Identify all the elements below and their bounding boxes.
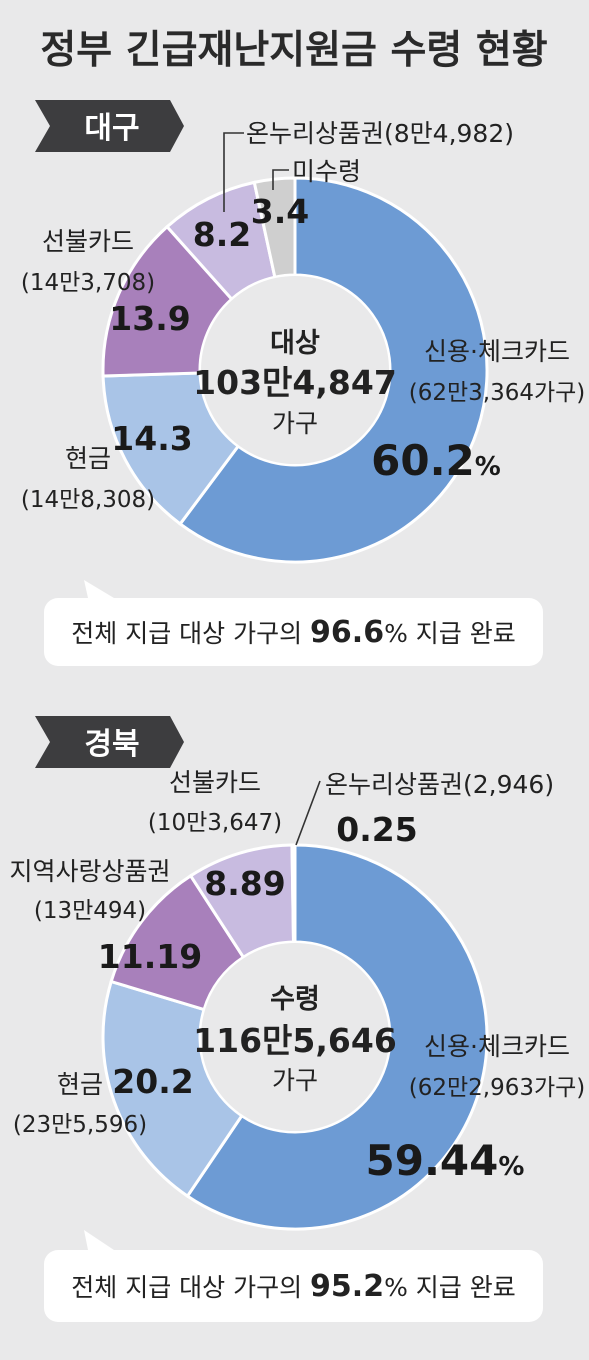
slice-count-label: (10만3,647): [148, 810, 282, 836]
completion-note: 전체 지급 대상 가구의 96.6% 지급 완료: [71, 615, 515, 650]
slice-value-label: 8.89: [204, 864, 285, 903]
region-tab: [35, 100, 184, 152]
slice-count-label: (13만494): [34, 898, 146, 924]
donut-slice: [178, 176, 489, 564]
page-title: 정부 긴급재난지원금 수령 현황: [40, 28, 547, 73]
completion-note: 전체 지급 대상 가구의 95.2% 지급 완료: [71, 1269, 515, 1304]
center-value: 103만4,847: [193, 363, 397, 402]
slice-value-label: 13.9: [109, 299, 190, 338]
donut-slice: [185, 843, 489, 1231]
center-label: 수령: [270, 984, 320, 1015]
slice-category-label: 신용·체크카드: [424, 1032, 570, 1061]
note-value: 96.6: [310, 615, 384, 650]
region-label: 대구: [84, 111, 139, 146]
slice-value-label: 14.3: [111, 419, 192, 458]
slice-value-label: 20.2: [112, 1062, 193, 1101]
note-suffix: % 지급 완료: [384, 1273, 516, 1302]
slice-value-label: 3.4: [251, 192, 309, 231]
donut-slice: [252, 176, 297, 279]
note-value: 95.2: [310, 1269, 384, 1304]
slice-category-label: 미수령: [292, 157, 361, 186]
donut-hole: [201, 943, 389, 1131]
slice-value-label: 11.19: [98, 937, 202, 976]
region-label: 경북: [84, 727, 139, 762]
note-prefix: 전체 지급 대상 가구의: [71, 619, 310, 648]
donut-slice: [101, 979, 244, 1199]
note-tail: [84, 1230, 114, 1250]
slice-count-label: (62만3,364가구): [409, 380, 586, 406]
note-prefix: 전체 지급 대상 가구의: [71, 1273, 310, 1302]
slice-value-label: 0.25: [336, 810, 417, 849]
slice-count-label: (23만5,596): [13, 1112, 147, 1138]
slice-category-label: 현금: [65, 444, 111, 473]
donut-slice: [290, 843, 297, 944]
slice-count-label: (2,946): [463, 770, 554, 799]
leader-line: [272, 169, 289, 190]
slice-category-label: 선불카드: [169, 768, 261, 797]
note-box: [44, 598, 543, 666]
center-unit: 가구: [272, 1066, 318, 1095]
leader-line: [295, 780, 321, 846]
slice-count-label: (8만4,982): [384, 119, 514, 148]
slice-category-label: 지역사랑상품권: [9, 857, 170, 886]
slice-category-label: 현금: [57, 1070, 103, 1099]
slice-value-label: 60.2%: [371, 436, 501, 485]
leader-line: [223, 132, 244, 212]
percent-sign: %: [498, 1152, 524, 1182]
slice-count-label: (62만2,963가구): [409, 1075, 586, 1101]
slice-category-label: 온누리상품권(8만4,982): [246, 119, 514, 148]
slice-count-label: (14만3,708): [21, 270, 155, 296]
slice-value-label: 8.2: [193, 215, 251, 254]
slice-category-label: 신용·체크카드: [424, 337, 570, 366]
donut-hole: [201, 276, 389, 464]
note-tail: [84, 580, 114, 598]
center-label: 대상: [270, 328, 320, 359]
center-unit: 가구: [272, 409, 318, 438]
slice-count-label: (14만8,308): [21, 487, 155, 513]
percent-sign: %: [475, 452, 501, 482]
note-box: [44, 1250, 543, 1322]
slice-value-label: 59.44%: [366, 1136, 525, 1185]
region-tab: [35, 716, 184, 768]
slice-category-label: 온누리상품권(2,946): [325, 770, 554, 799]
slice-category-label: 선불카드: [42, 227, 134, 256]
center-value: 116만5,646: [193, 1021, 397, 1060]
note-suffix: % 지급 완료: [384, 619, 516, 648]
